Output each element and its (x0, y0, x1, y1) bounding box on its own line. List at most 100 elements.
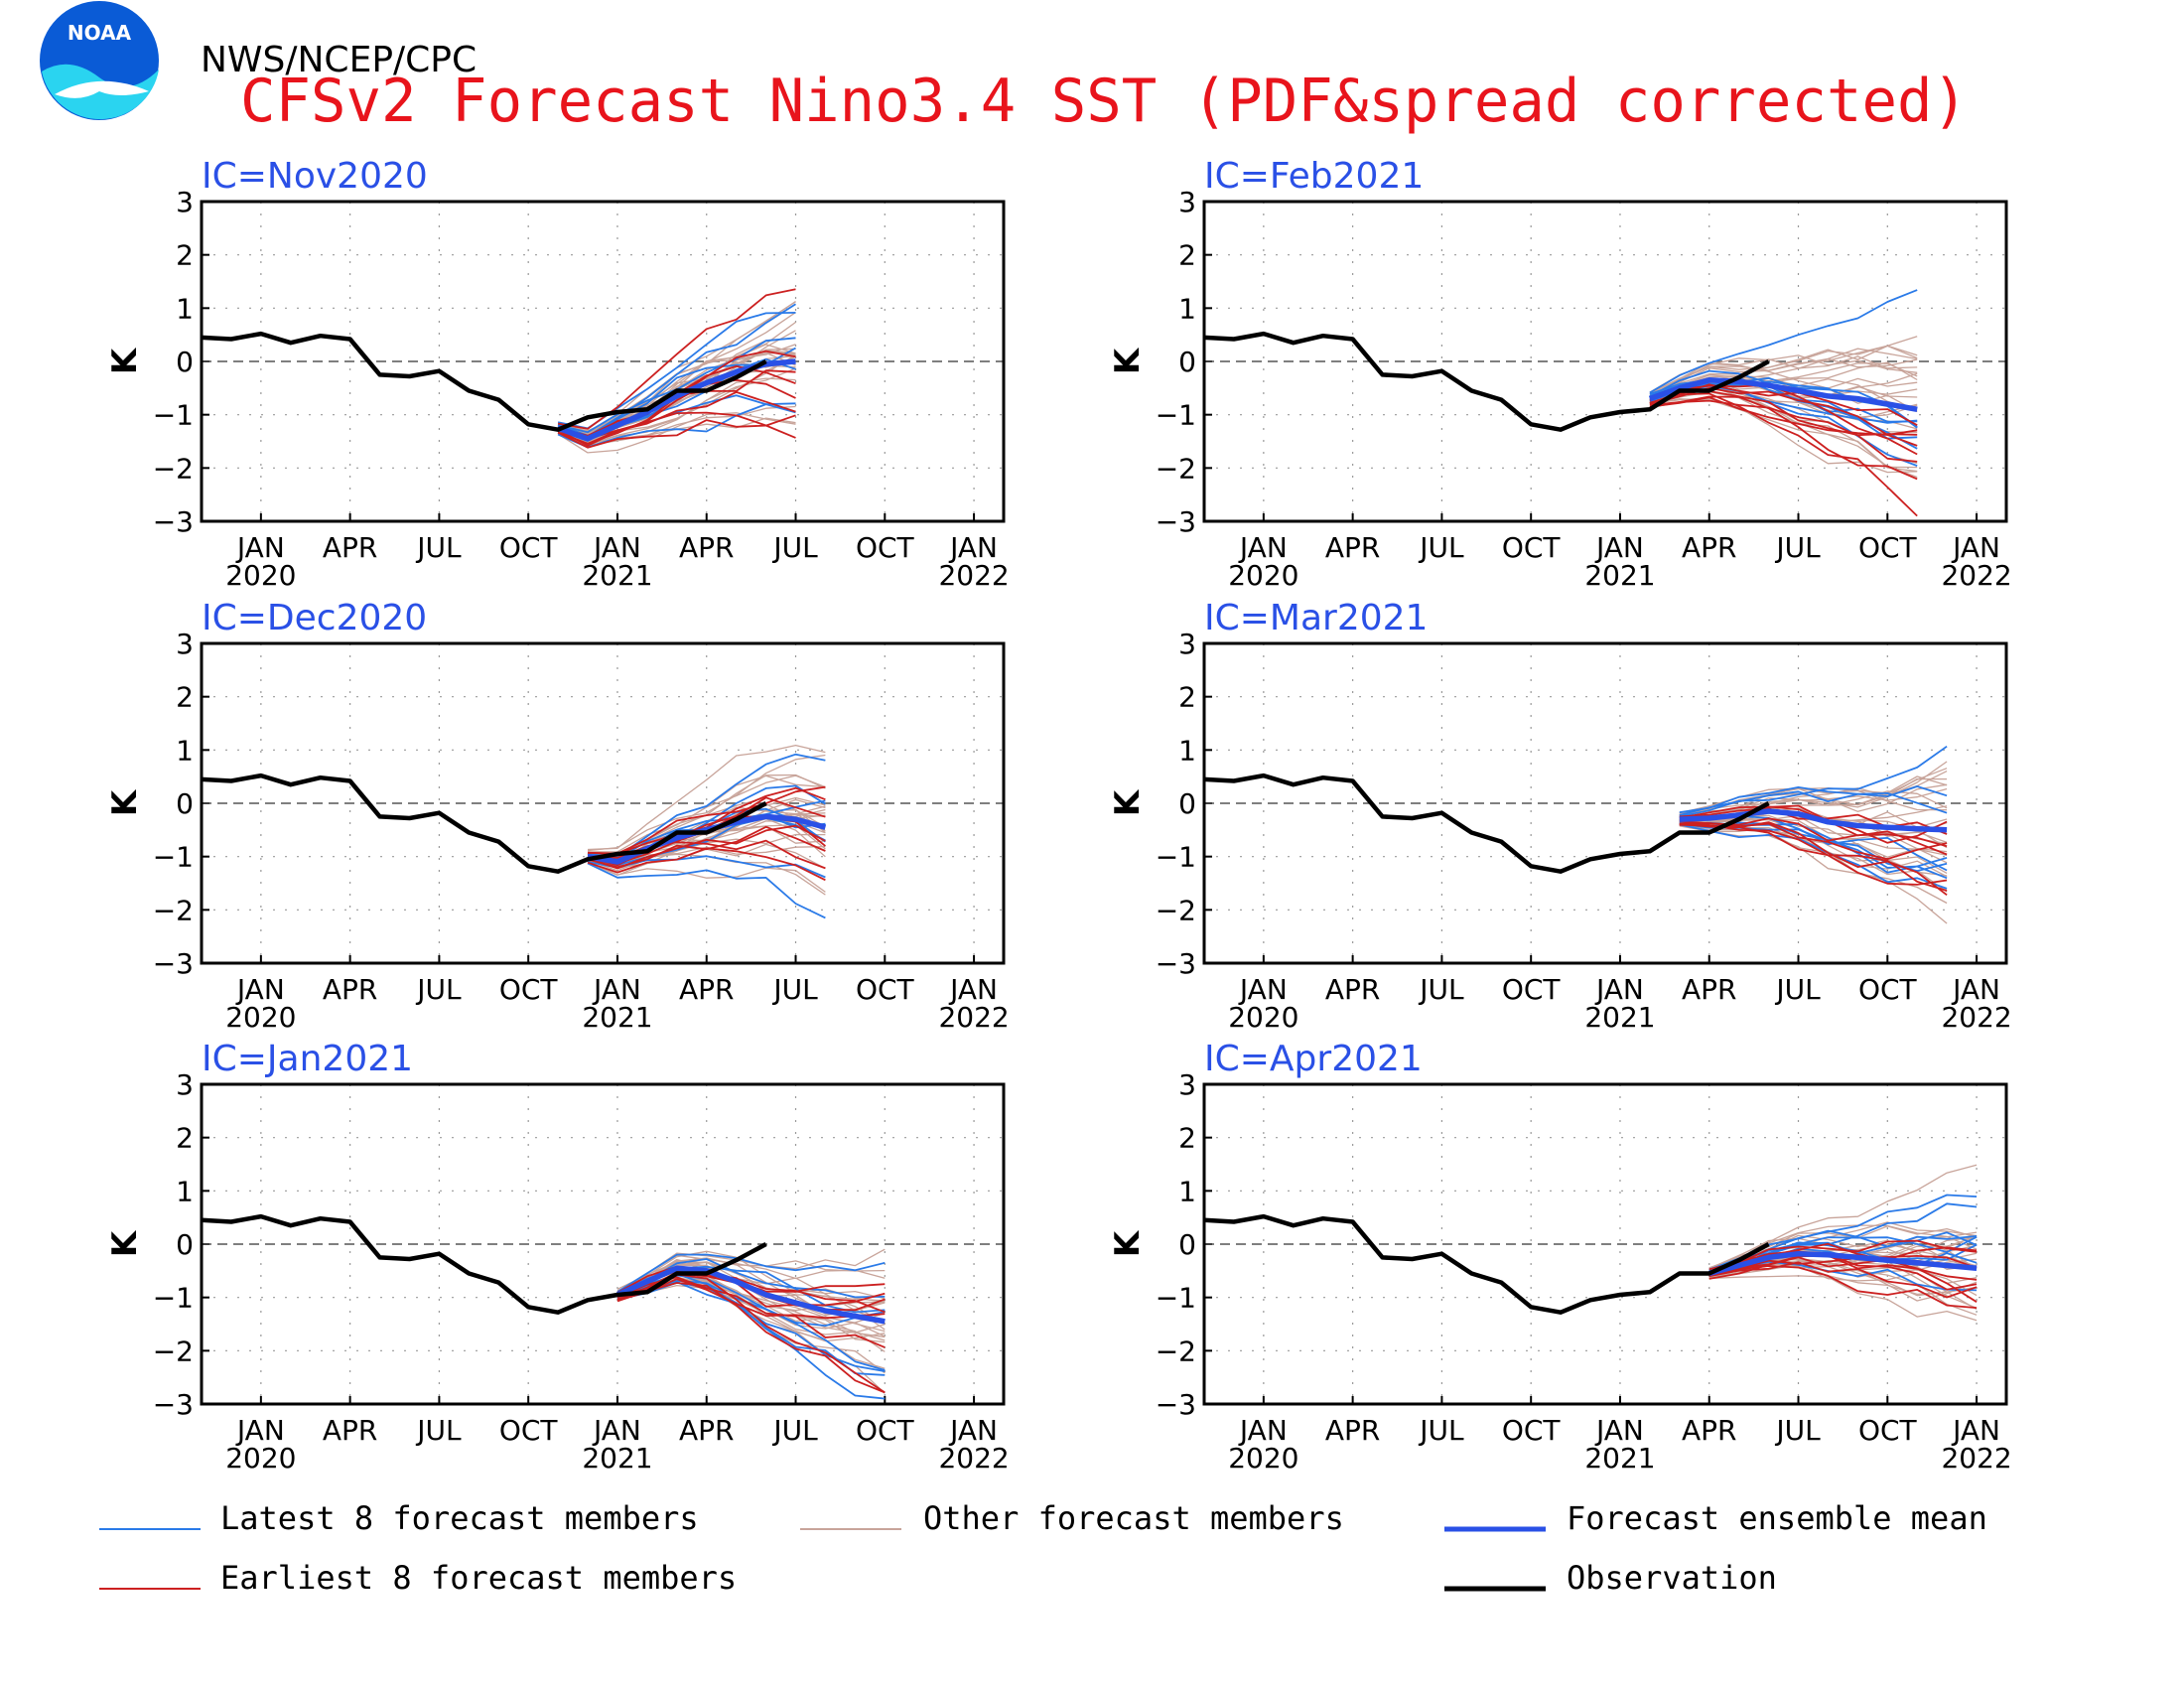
legend-item-mean: Forecast ensemble mean (1444, 1499, 1987, 1537)
x-tick-year: 2020 (225, 1001, 296, 1034)
observation-line (201, 773, 767, 874)
member-line-earliest (557, 390, 796, 445)
x-tick-year: 2020 (225, 559, 296, 592)
x-tick-label: JAN (1594, 531, 1644, 564)
x-tick-label: OCT (1858, 1414, 1918, 1447)
y-axis-label: K (105, 1229, 145, 1257)
x-tick-year: 2022 (1941, 559, 2011, 592)
x-tick-label: OCT (1858, 973, 1918, 1006)
member-line-earliest (1708, 1250, 1978, 1291)
x-tick-label: OCT (856, 1414, 915, 1447)
legend-label-latest: Latest 8 forecast members (220, 1499, 699, 1537)
x-tick-label: APR (1682, 531, 1737, 564)
x-tick-label: JUL (415, 1414, 462, 1447)
noaa-logo-text: NOAA (68, 21, 132, 45)
y-tick-label: 3 (1178, 1068, 1196, 1101)
y-tick-label: −1 (1156, 1282, 1196, 1315)
observation-line (1203, 1213, 1770, 1315)
x-tick-label: JAN (235, 1414, 285, 1447)
y-tick-label: −3 (153, 947, 194, 980)
x-tick-label: JUL (1774, 531, 1821, 564)
y-tick-label: 1 (1178, 1175, 1196, 1207)
x-tick-year: 2022 (938, 1001, 1009, 1034)
panel-ic-label: IC=Mar2021 (1204, 598, 1428, 638)
member-line-earliest (587, 825, 826, 869)
x-tick-year: 2020 (1228, 1442, 1298, 1475)
y-tick-label: −3 (1156, 947, 1196, 980)
member-line-latest (1679, 790, 1948, 816)
member-line-earliest (616, 1282, 886, 1394)
x-tick-label: JAN (1951, 973, 2000, 1006)
x-tick-label: JUL (1774, 973, 1821, 1006)
y-tick-label: −1 (153, 399, 194, 432)
member-line-other (1649, 362, 1918, 400)
x-tick-year: 2021 (582, 1001, 652, 1034)
x-tick-label: OCT (1502, 1414, 1562, 1447)
y-tick-label: 0 (176, 1228, 194, 1261)
member-line-earliest (1649, 399, 1918, 463)
plot-frame (200, 1082, 1006, 1406)
plot-frame (200, 200, 1006, 523)
y-tick-label: 3 (176, 628, 194, 660)
x-tick-year: 2022 (1941, 1001, 2011, 1034)
plot-frame (1202, 1082, 2008, 1406)
y-tick-label: −2 (1156, 1335, 1196, 1367)
x-tick-label: JAN (592, 1414, 641, 1447)
y-tick-label: 2 (176, 681, 194, 714)
x-tick-label: JAN (948, 1414, 998, 1447)
ensemble-mean-line (1648, 377, 1918, 413)
ensemble-mean-line (1707, 1250, 1978, 1277)
noaa-logo: NOAA (40, 1, 159, 120)
member-line-earliest (616, 1278, 886, 1320)
observation-line (1203, 331, 1770, 432)
legend-label-observation: Observation (1567, 1559, 1777, 1597)
panel-ic-label: IC=Apr2021 (1204, 1039, 1423, 1079)
plot-frame (200, 641, 1006, 965)
observation-line (1203, 773, 1770, 874)
member-line-other (587, 744, 826, 851)
x-tick-label: APR (679, 973, 735, 1006)
x-tick-label: JUL (771, 531, 818, 564)
y-tick-label: 0 (1178, 346, 1196, 378)
x-tick-label: APR (1325, 531, 1381, 564)
panel-ic-label: IC=Nov2020 (202, 156, 428, 197)
member-line-earliest (587, 785, 826, 855)
ensemble-mean-line (1679, 808, 1948, 833)
plot-frame (1202, 641, 2008, 965)
x-tick-label: JAN (1951, 1414, 2000, 1447)
x-tick-label: JUL (1418, 531, 1464, 564)
member-line-earliest (1708, 1265, 1978, 1309)
member-line-latest (1679, 823, 1948, 890)
plot-frame (1202, 200, 2008, 523)
y-tick-label: 1 (176, 292, 194, 325)
member-line-other (557, 405, 796, 445)
x-tick-label: OCT (1858, 531, 1918, 564)
legend-label-other: Other forecast members (923, 1499, 1344, 1537)
y-tick-label: 1 (1178, 292, 1196, 325)
y-tick-label: 0 (1178, 1228, 1196, 1261)
y-tick-label: −3 (1156, 1388, 1196, 1421)
member-line-other (1679, 822, 1948, 924)
y-tick-label: −2 (1156, 894, 1196, 926)
member-line-latest (1679, 745, 1948, 818)
x-tick-label: OCT (856, 973, 915, 1006)
x-tick-label: OCT (499, 531, 559, 564)
panel-ic-label: IC=Dec2020 (202, 598, 427, 638)
x-tick-label: OCT (499, 973, 559, 1006)
y-tick-label: 1 (176, 1175, 194, 1207)
legend-item-earliest: Earliest 8 forecast members (99, 1559, 737, 1597)
panel-ic-label: IC=Jan2021 (202, 1039, 413, 1079)
y-tick-label: −3 (153, 1388, 194, 1421)
y-tick-label: 3 (1178, 628, 1196, 660)
x-tick-label: JAN (1238, 1414, 1288, 1447)
x-tick-label: JAN (1238, 973, 1288, 1006)
legend-item-other: Other forecast members (800, 1499, 1344, 1537)
member-line-earliest (1649, 383, 1918, 456)
panel-ic-label: IC=Feb2021 (1204, 156, 1424, 197)
x-tick-label: JAN (948, 531, 998, 564)
